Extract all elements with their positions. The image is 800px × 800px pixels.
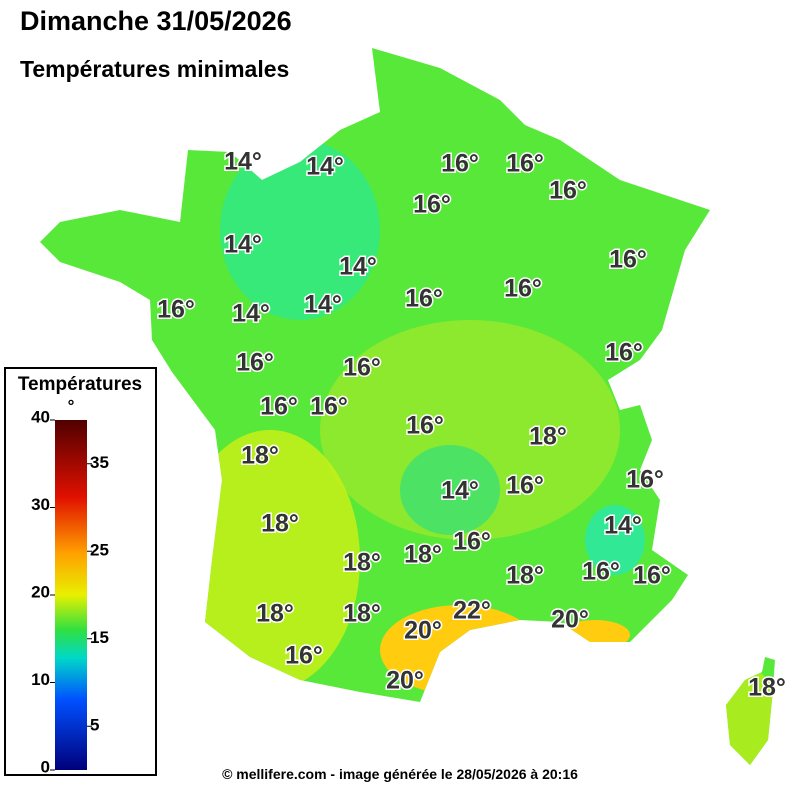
temperature-label: 16° xyxy=(260,393,298,421)
colorbar xyxy=(55,420,87,770)
temperature-label: 20° xyxy=(386,667,424,695)
temperature-label: 16° xyxy=(626,466,664,494)
temperature-label: 14° xyxy=(232,300,270,328)
footer: © mellifere.com - image générée le 28/05… xyxy=(222,766,578,782)
legend-tick-label: 20 xyxy=(31,582,50,601)
legend-tick-label: 25 xyxy=(90,541,109,560)
temperature-label: 18° xyxy=(343,600,381,628)
temperature-label: 18° xyxy=(256,600,294,628)
temperature-label: 14° xyxy=(306,153,344,181)
legend-unit: ° xyxy=(68,396,75,415)
temperature-label: 16° xyxy=(343,354,381,382)
temperature-label: 16° xyxy=(605,339,643,367)
temperature-label: 16° xyxy=(506,472,544,500)
temperature-label: 16° xyxy=(633,562,671,590)
legend-tick-label: 40 xyxy=(31,407,50,426)
temperature-label: 20° xyxy=(404,617,442,645)
temperature-label: 18° xyxy=(529,423,567,451)
temperature-label: 18° xyxy=(241,442,279,470)
temperature-label: 16° xyxy=(406,412,444,440)
temperature-label: 18° xyxy=(748,674,786,702)
temperature-label: 14° xyxy=(339,253,377,281)
legend-tick-label: 0 xyxy=(41,757,50,776)
temperature-label: 16° xyxy=(582,558,620,586)
temperature-label: 16° xyxy=(609,246,647,274)
temperature-label: 16° xyxy=(441,150,479,178)
legend-tick-label: 5 xyxy=(90,716,99,735)
temperature-label: 14° xyxy=(224,231,262,259)
temperature-label: 16° xyxy=(236,349,274,377)
temperature-label: 14° xyxy=(304,291,342,319)
temperature-label: 14° xyxy=(441,477,479,505)
temperature-label: 16° xyxy=(413,191,451,219)
temperature-label: 16° xyxy=(453,528,491,556)
temperature-label: 14° xyxy=(224,148,262,176)
legend-title: Températures xyxy=(18,374,142,395)
temperature-label: 18° xyxy=(343,549,381,577)
temperature-label: 16° xyxy=(405,285,443,313)
legend-tick-label: 10 xyxy=(31,670,50,689)
temperature-label: 20° xyxy=(551,606,589,634)
temperature-label: 16° xyxy=(506,150,544,178)
temperature-label: 16° xyxy=(310,393,348,421)
temperature-label: 18° xyxy=(506,562,544,590)
legend-tick-label: 15 xyxy=(90,628,109,647)
legend-tick-label: 35 xyxy=(90,453,109,472)
temperature-label: 18° xyxy=(404,541,442,569)
subtitle: Températures minimales xyxy=(20,56,289,82)
temperature-label: 14° xyxy=(604,512,642,540)
legend-tick-label: 30 xyxy=(31,495,50,514)
temperature-label: 16° xyxy=(285,642,323,670)
temperature-label: 18° xyxy=(261,510,299,538)
title: Dimanche 31/05/2026 xyxy=(20,6,292,36)
temperature-label: 16° xyxy=(504,275,542,303)
temperature-label: 16° xyxy=(157,296,195,324)
temperature-label: 16° xyxy=(549,177,587,205)
temperature-label: 22° xyxy=(453,597,491,625)
